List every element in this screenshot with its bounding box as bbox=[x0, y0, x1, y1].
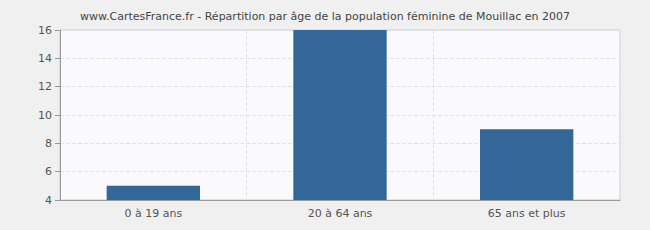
svg-text:65 ans et plus: 65 ans et plus bbox=[488, 207, 566, 220]
svg-text:16: 16 bbox=[38, 24, 52, 37]
svg-text:14: 14 bbox=[38, 52, 52, 65]
svg-text:20 à 64 ans: 20 à 64 ans bbox=[308, 207, 373, 220]
svg-text:10: 10 bbox=[38, 109, 52, 122]
svg-text:0 à 19 ans: 0 à 19 ans bbox=[124, 207, 182, 220]
svg-text:8: 8 bbox=[45, 137, 52, 150]
svg-text:12: 12 bbox=[38, 80, 52, 93]
svg-text:www.CartesFrance.fr - Répartit: www.CartesFrance.fr - Répartition par âg… bbox=[80, 10, 570, 23]
svg-text:6: 6 bbox=[45, 165, 52, 178]
svg-text:4: 4 bbox=[45, 194, 52, 207]
